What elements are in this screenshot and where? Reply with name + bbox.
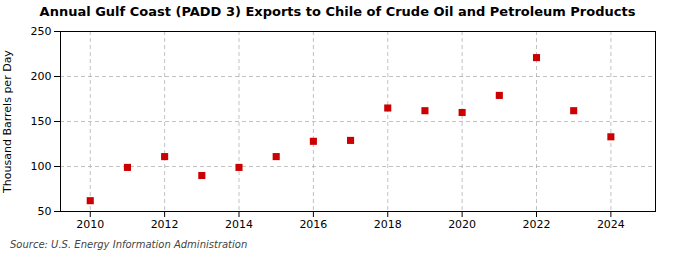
svg-text:2016: 2016: [299, 218, 327, 231]
svg-text:250: 250: [31, 25, 52, 38]
svg-text:50: 50: [38, 205, 52, 218]
svg-text:Thousand Barrels per Day: Thousand Barrels per Day: [1, 50, 14, 194]
svg-text:2024: 2024: [597, 218, 625, 231]
svg-text:150: 150: [31, 115, 52, 128]
svg-text:2020: 2020: [448, 218, 476, 231]
svg-text:100: 100: [31, 160, 52, 173]
html-text:Annual Gulf Coast (PADD 3) Exp: Annual Gulf Coast (PADD 3) Exports to Ch…: [39, 4, 636, 19]
svg-text:2014: 2014: [225, 218, 253, 231]
svg-text:2022: 2022: [523, 218, 551, 231]
svg-text:2012: 2012: [151, 218, 179, 231]
svg-text:200: 200: [31, 70, 52, 83]
html-text:Source: U.S. Energy Informatio: Source: U.S. Energy Information Administ…: [10, 239, 248, 250]
svg-text:2018: 2018: [374, 218, 402, 231]
svg-text:2010: 2010: [76, 218, 104, 231]
